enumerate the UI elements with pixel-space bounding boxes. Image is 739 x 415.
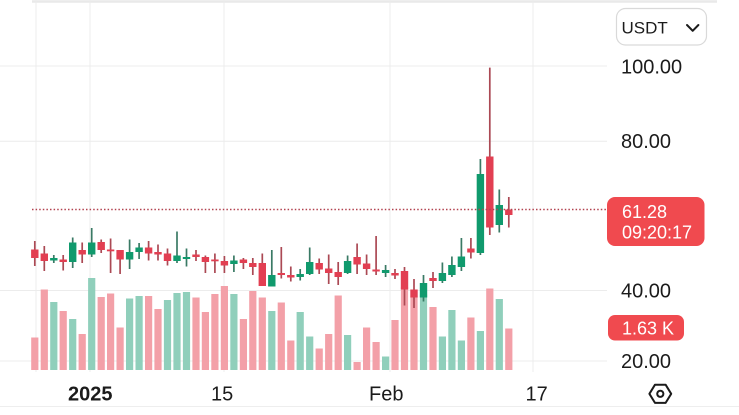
svg-text:40.00: 40.00 (621, 281, 671, 303)
svg-text:Feb: Feb (369, 384, 403, 406)
svg-text:17: 17 (526, 384, 548, 406)
svg-text:2025: 2025 (68, 384, 113, 406)
svg-text:09:20:17: 09:20:17 (622, 223, 692, 243)
svg-text:100.00: 100.00 (621, 57, 682, 79)
svg-text:USDT: USDT (622, 19, 668, 38)
svg-text:15: 15 (211, 384, 233, 406)
svg-text:61.28: 61.28 (622, 202, 667, 222)
svg-text:1.63 K: 1.63 K (622, 319, 674, 339)
svg-text:80.00: 80.00 (621, 131, 671, 153)
svg-text:20.00: 20.00 (621, 351, 671, 373)
